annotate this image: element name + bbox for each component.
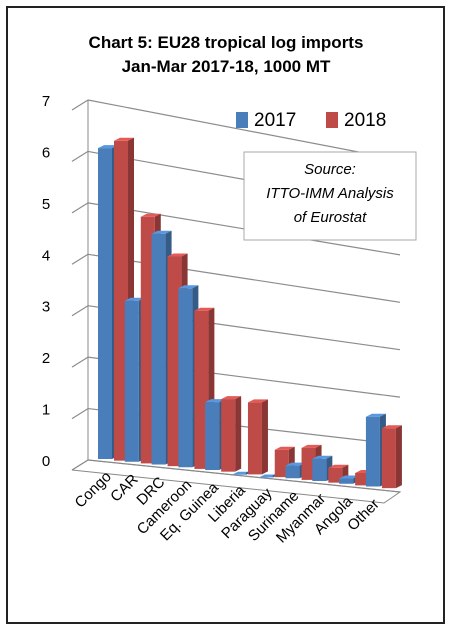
- gridline: [87, 99, 401, 161]
- y-tick-label: 3: [42, 299, 50, 316]
- source-line-1: Source:: [304, 161, 356, 178]
- legend-label-2018: 2018: [344, 110, 386, 131]
- y-tick-label: 2: [42, 350, 50, 367]
- category-label-congo: Congo: [72, 468, 115, 511]
- legend-swatch-2017: [236, 112, 248, 128]
- source-box-border: [243, 151, 417, 241]
- gridline-side: [71, 150, 89, 162]
- chart-title-line-1: Chart 5: EU28 tropical log imports: [89, 33, 364, 52]
- y-tick-label: 6: [42, 144, 50, 161]
- gridline-side: [71, 305, 89, 317]
- source-line-3: of Eurostat: [294, 209, 367, 226]
- bar-2018-liberia: [247, 399, 268, 475]
- legend-swatch-2018: [326, 112, 338, 128]
- legend-label-2017: 2017: [254, 110, 296, 131]
- y-tick-label: 7: [42, 93, 50, 110]
- y-tick-label: 1: [42, 402, 50, 419]
- gridline-side: [71, 202, 89, 214]
- gridline: [87, 253, 401, 303]
- chart-title-line-2: Jan-Mar 2017-18, 1000 MT: [122, 57, 331, 76]
- bars: [98, 137, 402, 489]
- chart-frame: [6, 6, 445, 624]
- gridline-side: [71, 408, 89, 420]
- y-tick-label: 0: [42, 453, 50, 470]
- gridline-side: [71, 253, 89, 265]
- axes: [71, 100, 402, 504]
- gridline-side: [71, 99, 89, 111]
- y-tick-label: 5: [42, 196, 50, 213]
- legend: 2017 2018: [236, 110, 386, 131]
- bar-2018-other: [381, 425, 402, 489]
- y-tick-labels: 0 1 2 3 4 5 6 7: [42, 93, 50, 470]
- gridline-side: [71, 356, 89, 368]
- bar-2018-eq-guinea: [221, 396, 242, 472]
- y-tick-label: 4: [42, 247, 50, 264]
- source-annotation: Source: ITTO-IMM Analysis of Eurostat: [243, 151, 417, 241]
- source-line-2: ITTO-IMM Analysis: [266, 185, 394, 202]
